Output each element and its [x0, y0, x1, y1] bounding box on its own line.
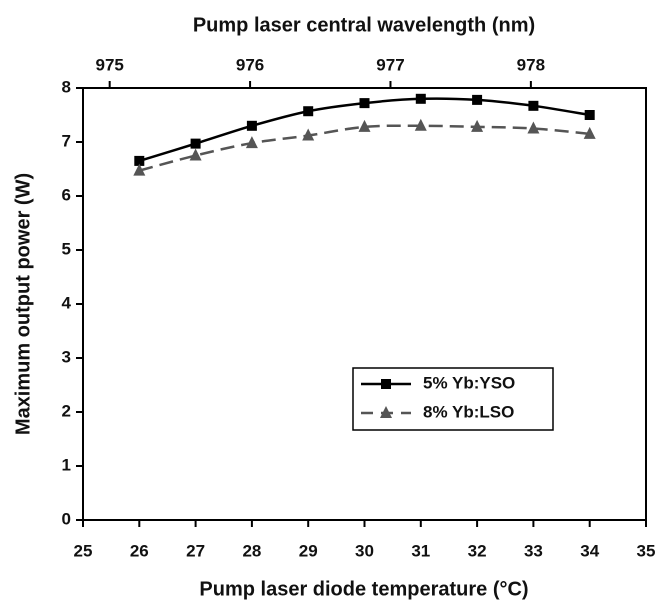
legend-marker [380, 406, 392, 418]
marker [359, 98, 370, 109]
marker [358, 119, 371, 132]
y-tick-label: 1 [62, 455, 71, 474]
marker [133, 163, 146, 176]
x-tick-label: 28 [242, 541, 261, 560]
series [134, 93, 595, 166]
y-tick-label: 0 [62, 509, 71, 528]
marker [528, 100, 539, 111]
marker [584, 110, 595, 120]
marker [583, 126, 596, 139]
x-tick-label: 29 [299, 541, 318, 560]
marker [189, 148, 202, 161]
x-tick-label: 31 [411, 541, 430, 560]
x-axis-label: Pump laser diode temperature (°C) [199, 578, 528, 600]
x2-axis-label: Pump laser central wavelength (nm) [193, 14, 535, 36]
y-tick-label: 5 [62, 239, 71, 258]
x-tick-label: 34 [580, 541, 599, 560]
x2-tick-label: 976 [236, 55, 264, 74]
legend-box [352, 367, 554, 431]
y-axis-label: Maximum output power (W) [12, 173, 34, 435]
series [133, 118, 596, 176]
x-tick-label: 32 [468, 541, 487, 560]
y-tick-label: 8 [62, 77, 71, 96]
marker [414, 118, 427, 131]
x-tick-label: 33 [524, 541, 543, 560]
x2-tick-label: 978 [517, 55, 545, 74]
marker [245, 136, 258, 149]
y-tick-label: 3 [62, 347, 71, 366]
legend: 5% Yb:YSO 8% Yb:LSO [352, 367, 554, 431]
x2-tick-label: 975 [95, 55, 123, 74]
legend-label: 5% Yb:YSO [423, 373, 515, 392]
x-tick-label: 27 [186, 541, 205, 560]
x-tick-label: 26 [130, 541, 149, 560]
y-tick-label: 6 [62, 185, 71, 204]
marker [471, 119, 484, 132]
x-tick-label: 30 [355, 541, 374, 560]
legend-marker [381, 379, 391, 389]
y-tick-label: 7 [62, 131, 71, 150]
marker [246, 120, 257, 131]
legend-label: 8% Yb:LSO [423, 402, 514, 421]
marker [134, 155, 145, 166]
marker [415, 93, 426, 104]
x-tick-label: 25 [74, 541, 93, 560]
marker [303, 106, 314, 117]
marker [190, 138, 201, 149]
y-tick-label: 2 [62, 401, 71, 420]
x2-tick-label: 977 [376, 55, 404, 74]
x-tick-label: 35 [637, 541, 656, 560]
marker [527, 121, 540, 134]
series-line [138, 124, 590, 172]
marker [472, 94, 483, 105]
marker [302, 128, 315, 141]
y-tick-label: 4 [62, 293, 72, 312]
